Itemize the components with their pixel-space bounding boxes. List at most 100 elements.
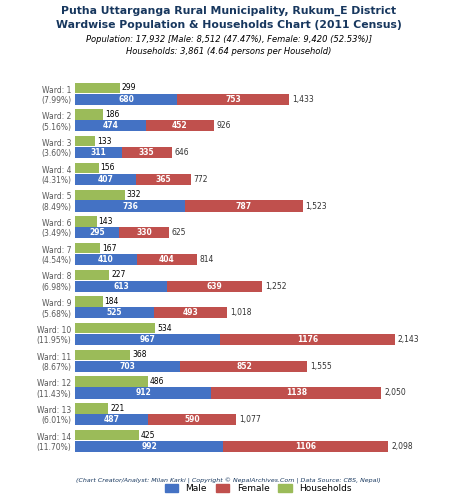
Text: 221: 221 — [110, 404, 124, 413]
Bar — [75, 216, 97, 226]
Text: 487: 487 — [104, 415, 120, 424]
Bar — [185, 200, 303, 211]
Text: 311: 311 — [91, 148, 106, 157]
Bar — [146, 120, 213, 132]
Text: 625: 625 — [171, 228, 186, 237]
Text: Population: 17,932 [Male: 8,512 (47.47%), Female: 9,420 (52.53%)]: Population: 17,932 [Male: 8,512 (47.47%)… — [85, 35, 372, 44]
Bar — [122, 147, 172, 158]
Bar — [75, 376, 148, 387]
Text: 1,555: 1,555 — [310, 362, 332, 371]
Bar — [223, 441, 388, 452]
Bar — [136, 174, 191, 185]
Text: 404: 404 — [159, 255, 175, 264]
Text: Households: 3,861 (4.64 persons per Household): Households: 3,861 (4.64 persons per Hous… — [126, 47, 331, 56]
Bar — [75, 296, 103, 306]
Text: 613: 613 — [113, 282, 129, 290]
Bar — [75, 243, 101, 254]
Text: 2,098: 2,098 — [391, 442, 413, 451]
Bar — [75, 163, 99, 173]
Text: 646: 646 — [175, 148, 189, 157]
Text: 299: 299 — [122, 84, 136, 92]
Bar — [75, 120, 146, 132]
Bar — [75, 110, 103, 120]
Text: 753: 753 — [225, 94, 241, 104]
Text: 1138: 1138 — [286, 388, 307, 398]
Text: 639: 639 — [207, 282, 223, 290]
Text: 452: 452 — [172, 122, 188, 130]
Bar — [75, 270, 109, 280]
Bar — [177, 94, 289, 105]
Text: 1,077: 1,077 — [239, 415, 260, 424]
Text: 772: 772 — [193, 175, 208, 184]
Bar — [75, 254, 137, 265]
Text: 410: 410 — [98, 255, 114, 264]
Bar — [75, 147, 122, 158]
Text: 167: 167 — [102, 244, 117, 252]
Text: 992: 992 — [142, 442, 157, 451]
Text: 425: 425 — [141, 430, 155, 440]
Text: (Chart Creator/Analyst: Milan Karki | Copyright © NepalArchives.Com | Data Sourc: (Chart Creator/Analyst: Milan Karki | Co… — [76, 478, 381, 484]
Text: 2,143: 2,143 — [398, 335, 420, 344]
Bar — [75, 82, 120, 93]
Text: 368: 368 — [132, 350, 147, 360]
Bar — [75, 174, 136, 185]
Text: 335: 335 — [139, 148, 154, 157]
Bar — [220, 334, 395, 345]
Text: Putha Uttarganga Rural Municipality, Rukum_E District: Putha Uttarganga Rural Municipality, Ruk… — [61, 6, 396, 16]
Bar — [75, 360, 181, 372]
Text: 852: 852 — [236, 362, 252, 371]
Legend: Male, Female, Households: Male, Female, Households — [161, 480, 356, 496]
Text: 143: 143 — [99, 217, 113, 226]
Bar — [75, 94, 177, 105]
Text: 407: 407 — [98, 175, 114, 184]
Bar — [75, 388, 212, 398]
Bar — [137, 254, 197, 265]
Bar — [212, 388, 381, 398]
Bar — [75, 334, 220, 345]
Bar — [75, 200, 185, 211]
Text: 1106: 1106 — [296, 442, 316, 451]
Text: 330: 330 — [136, 228, 152, 237]
Text: 736: 736 — [122, 202, 138, 210]
Text: 680: 680 — [118, 94, 134, 104]
Bar — [75, 350, 130, 360]
Text: 156: 156 — [101, 164, 115, 172]
Text: Wardwise Population & Households Chart (2011 Census): Wardwise Population & Households Chart (… — [56, 20, 401, 30]
Text: 1176: 1176 — [297, 335, 318, 344]
Text: 365: 365 — [155, 175, 171, 184]
Bar — [154, 308, 227, 318]
Text: 332: 332 — [127, 190, 141, 199]
Text: 486: 486 — [150, 377, 164, 386]
Text: 590: 590 — [184, 415, 200, 424]
Text: 227: 227 — [111, 270, 125, 280]
Text: 534: 534 — [157, 324, 171, 332]
Bar — [75, 441, 223, 452]
Text: 926: 926 — [216, 122, 231, 130]
Text: 186: 186 — [105, 110, 119, 119]
Bar — [75, 190, 125, 200]
Text: 1,018: 1,018 — [230, 308, 251, 318]
Bar — [75, 414, 148, 425]
Bar — [75, 308, 154, 318]
Text: 912: 912 — [136, 388, 151, 398]
Text: 184: 184 — [105, 297, 119, 306]
Text: 787: 787 — [236, 202, 252, 210]
Bar — [75, 323, 155, 334]
Text: 295: 295 — [90, 228, 105, 237]
Bar — [75, 280, 167, 291]
Bar — [148, 414, 236, 425]
Bar — [181, 360, 308, 372]
Bar — [75, 430, 139, 440]
Text: 2,050: 2,050 — [384, 388, 406, 398]
Text: 1,252: 1,252 — [265, 282, 287, 290]
Bar — [119, 227, 169, 238]
Text: 1,523: 1,523 — [305, 202, 327, 210]
Text: 525: 525 — [107, 308, 122, 318]
Text: 1,433: 1,433 — [292, 94, 314, 104]
Text: 967: 967 — [140, 335, 155, 344]
Text: 703: 703 — [120, 362, 136, 371]
Text: 493: 493 — [183, 308, 198, 318]
Text: 814: 814 — [200, 255, 214, 264]
Bar — [75, 403, 108, 413]
Text: 474: 474 — [103, 122, 119, 130]
